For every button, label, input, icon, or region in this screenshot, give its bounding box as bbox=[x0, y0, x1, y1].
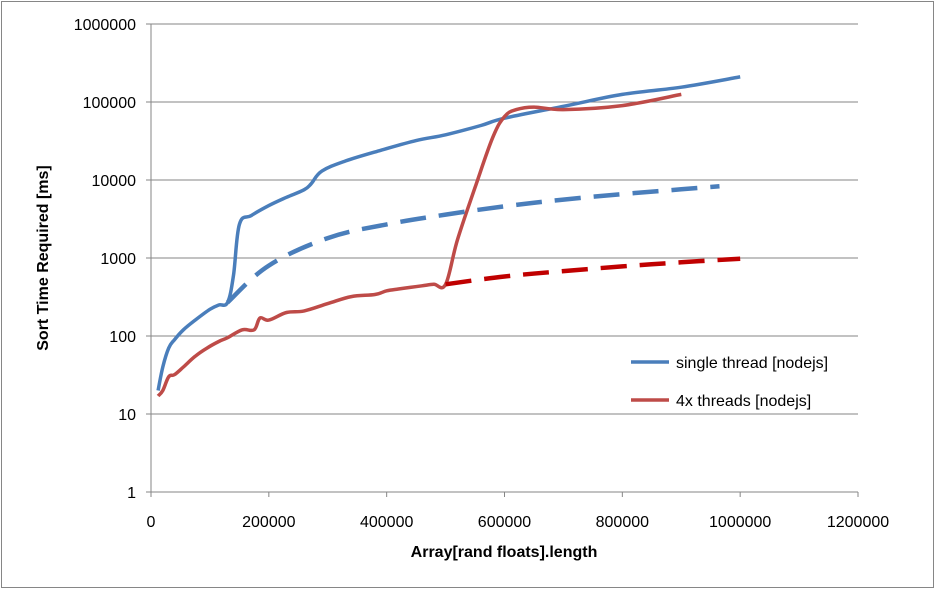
dashed-series-line-2 bbox=[226, 184, 720, 305]
y-tick-labels: 1 10 100 1000 10000 100000 1000000 bbox=[74, 17, 136, 502]
x-tick-label: 400000 bbox=[360, 514, 413, 531]
y-tick-label: 100000 bbox=[83, 95, 136, 112]
legend-label-single-thread: single thread [nodejs] bbox=[676, 355, 828, 372]
y-tick-label: 10000 bbox=[92, 173, 137, 190]
x-tick-label: 0 bbox=[147, 514, 156, 531]
x-tick-label: 200000 bbox=[242, 514, 295, 531]
axes bbox=[146, 23, 859, 497]
x-tick-label: 800000 bbox=[596, 514, 649, 531]
series-line-0 bbox=[156, 75, 741, 391]
gridlines bbox=[151, 23, 858, 415]
y-tick-label: 1 bbox=[127, 485, 136, 502]
y-tick-label: 1000 bbox=[100, 251, 136, 268]
legend: single thread [nodejs] 4x threads [nodej… bbox=[631, 355, 828, 410]
y-tick-label: 10 bbox=[118, 407, 136, 424]
y-axis-title: Sort Time Required [ms] bbox=[35, 165, 52, 351]
legend-label-4x-threads: 4x threads [nodejs] bbox=[676, 393, 811, 410]
series-lines bbox=[156, 75, 741, 398]
y-tick-label: 100 bbox=[109, 329, 136, 346]
x-tick-label: 1200000 bbox=[827, 514, 889, 531]
x-tick-labels: 0 200000 400000 600000 800000 1000000 1200000 bbox=[147, 514, 890, 531]
x-tick-label: 1000000 bbox=[709, 514, 771, 531]
y-tick-label: 1000000 bbox=[74, 17, 136, 34]
x-tick-label: 600000 bbox=[478, 514, 531, 531]
series-line-1 bbox=[156, 92, 682, 398]
x-axis-title: Array[rand floats].length bbox=[411, 544, 598, 561]
dashed-series-line-3 bbox=[445, 256, 741, 287]
